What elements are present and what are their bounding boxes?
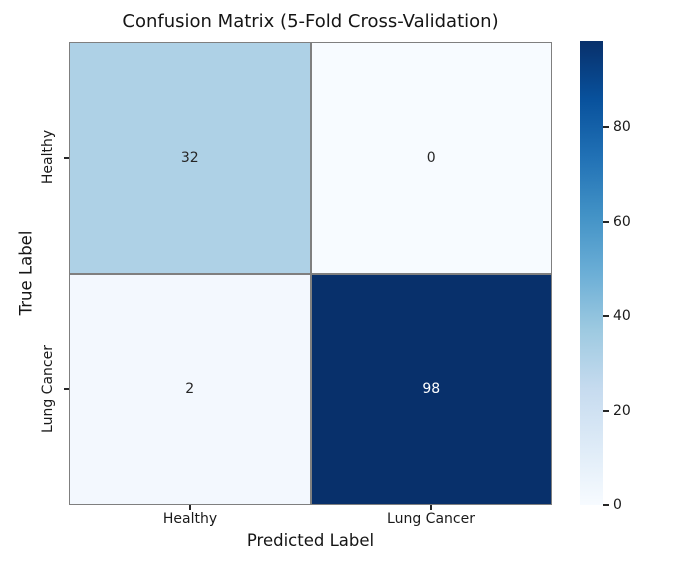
colorbar-tick-label: 80 [613,119,631,135]
y-tick-label-healthy: Healthy [40,129,56,185]
cell-value: 0 [426,149,436,166]
colorbar-tick-mark [603,410,609,412]
colorbar-tick-label: 0 [613,497,622,513]
cell-value: 98 [422,381,441,398]
x-tick-mark [430,505,432,510]
heatmap-cell-true-healthy-pred-lungcancer: 0 [311,43,551,273]
cell-value: 32 [180,149,199,166]
colorbar-gradient [580,41,603,505]
x-tick-label-healthy: Healthy [162,511,218,527]
cell-value: 2 [185,381,195,398]
colorbar-tick-label: 20 [613,403,631,419]
colorbar-tick-mark [603,126,609,128]
y-tick-mark [64,157,69,159]
heatmap-cell-true-lungcancer-pred-lungcancer: 98 [311,274,551,504]
colorbar-tick-mark [603,315,609,317]
heatmap-cell-true-healthy-pred-healthy: 32 [70,43,310,273]
colorbar-tick-label: 60 [613,214,631,230]
y-tick-label-lung-cancer: Lung Cancer [40,345,56,433]
x-axis-title: Predicted Label [246,531,375,550]
x-tick-mark [189,505,191,510]
y-tick-mark [64,388,69,390]
x-tick-label-lung-cancer: Lung Cancer [387,511,475,527]
colorbar-tick-label: 40 [613,308,631,324]
heatmap-grid: 32 0 2 98 [69,42,552,505]
chart-title: Confusion Matrix (5-Fold Cross-Validatio… [122,11,499,32]
colorbar-tick-mark [603,504,609,506]
heatmap-cell-true-lungcancer-pred-healthy: 2 [70,274,310,504]
y-axis-title: True Label [16,230,36,316]
colorbar-tick-mark [603,221,609,223]
